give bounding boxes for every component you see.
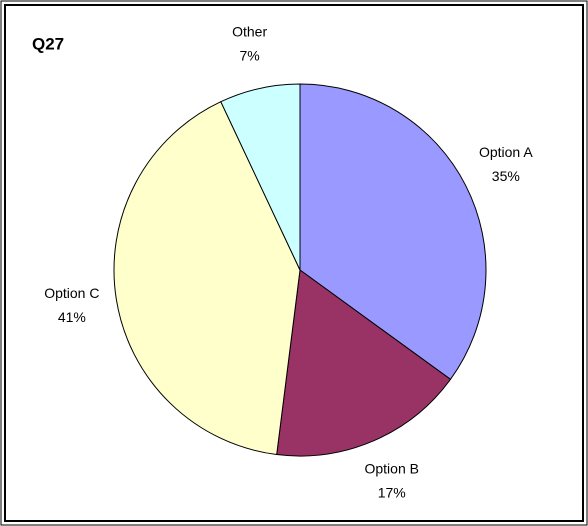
slice-value-label: 35%: [492, 168, 520, 184]
pie-slice: [113, 101, 301, 456]
pie-slice: [276, 269, 452, 457]
chart-frame: [4, 4, 584, 522]
slice-label: Option C: [44, 285, 99, 301]
slice-label: Other: [232, 23, 267, 39]
slice-label: Option B: [364, 461, 418, 477]
slice-value-label: 7%: [239, 47, 259, 63]
slice-value-label: 17%: [378, 485, 406, 501]
chart-title: Q27: [32, 34, 64, 53]
pie-slice: [299, 83, 487, 381]
slice-value-label: 41%: [58, 309, 86, 325]
pie-slice: [220, 83, 301, 271]
slice-label: Option A: [479, 144, 533, 160]
